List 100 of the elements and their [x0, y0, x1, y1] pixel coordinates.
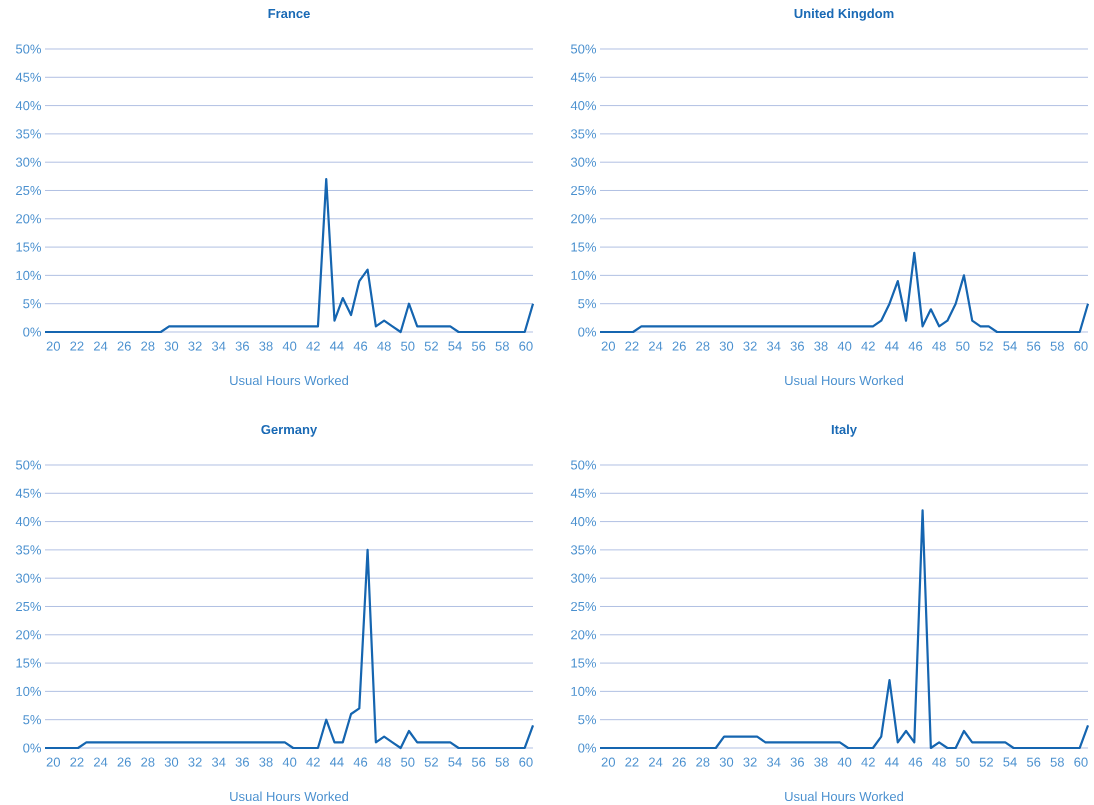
- y-tick-label: 15%: [16, 242, 42, 252]
- x-tick-label: 40: [282, 341, 297, 351]
- y-tick-label: 10%: [571, 270, 597, 280]
- y-tick-label: 45%: [570, 72, 597, 82]
- y-tick-label: 0%: [578, 327, 597, 337]
- y-tick-label: 40%: [570, 516, 597, 527]
- y-tick-label: 15%: [16, 658, 42, 668]
- y-tick-label: 25%: [571, 185, 597, 196]
- x-tick-label: 44: [884, 757, 899, 767]
- x-tick-label: 24: [648, 341, 663, 351]
- x-tick-label: 46: [908, 757, 923, 767]
- x-tick-label: 46: [353, 341, 368, 351]
- chart-title: Germany: [261, 424, 318, 437]
- x-tick-label: 60: [1074, 341, 1088, 351]
- x-tick-label: 30: [164, 341, 179, 351]
- x-tick-label: 54: [1003, 341, 1017, 351]
- x-axis-title: Usual Hours Worked: [230, 791, 349, 802]
- y-tick-label: 5%: [23, 715, 42, 725]
- x-tick-label: 54: [448, 757, 462, 767]
- x-tick-label: 22: [625, 757, 639, 767]
- y-tick-label: 25%: [571, 601, 597, 612]
- x-tick-label: 54: [1003, 757, 1017, 767]
- x-tick-label: 60: [519, 341, 533, 351]
- y-tick-label: 10%: [16, 270, 42, 280]
- x-tick-label: 38: [814, 757, 828, 767]
- x-tick-label: 42: [306, 341, 320, 351]
- y-tick-label: 20%: [571, 214, 597, 224]
- x-tick-label: 34: [766, 757, 781, 767]
- y-tick-label: 0%: [23, 327, 42, 337]
- x-axis-title: Usual Hours Worked: [230, 375, 349, 386]
- x-tick-label: 38: [814, 341, 828, 351]
- chart-title: France: [268, 9, 310, 19]
- x-tick-label: 36: [790, 341, 804, 351]
- y-tick-label: 30%: [15, 157, 42, 167]
- x-tick-label: 24: [93, 341, 108, 351]
- y-tick-label: 15%: [571, 658, 597, 668]
- y-tick-label: 30%: [570, 157, 597, 167]
- x-tick-label: 28: [696, 341, 710, 351]
- x-tick-label: 42: [861, 341, 875, 351]
- x-tick-label: 56: [471, 341, 486, 351]
- x-tick-label: 44: [329, 341, 344, 351]
- y-tick-label: 20%: [16, 630, 42, 640]
- y-tick-label: 40%: [15, 516, 42, 527]
- y-tick-label: 20%: [16, 214, 42, 224]
- x-tick-label: 40: [282, 757, 297, 767]
- y-tick-label: 50%: [570, 44, 597, 54]
- x-tick-label: 24: [648, 757, 663, 767]
- y-tick-label: 5%: [23, 299, 42, 309]
- x-tick-label: 50: [956, 341, 970, 351]
- x-tick-label: 26: [672, 341, 686, 351]
- y-tick-label: 20%: [571, 630, 597, 640]
- y-tick-label: 45%: [570, 488, 597, 498]
- x-tick-label: 22: [70, 341, 84, 351]
- y-tick-label: 10%: [16, 686, 42, 696]
- chart-title: United Kingdom: [794, 8, 894, 21]
- y-tick-label: 15%: [571, 242, 597, 252]
- x-tick-label: 24: [93, 757, 108, 767]
- x-tick-label: 52: [424, 757, 438, 767]
- x-tick-label: 48: [932, 341, 946, 351]
- x-tick-label: 50: [401, 341, 415, 351]
- y-tick-label: 50%: [570, 460, 597, 470]
- y-tick-label: 35%: [15, 545, 42, 555]
- x-tick-label: 38: [259, 341, 273, 351]
- y-tick-label: 50%: [15, 460, 42, 470]
- x-tick-label: 40: [837, 757, 852, 767]
- y-tick-label: 25%: [16, 601, 42, 612]
- x-tick-label: 58: [1050, 757, 1064, 767]
- x-tick-label: 32: [188, 341, 202, 351]
- x-tick-label: 52: [979, 341, 993, 351]
- x-tick-label: 34: [211, 341, 226, 351]
- x-tick-label: 20: [46, 757, 61, 767]
- x-tick-label: 26: [117, 757, 131, 767]
- x-tick-label: 52: [424, 341, 438, 351]
- x-tick-label: 56: [471, 757, 486, 767]
- x-tick-label: 58: [495, 757, 509, 767]
- x-tick-label: 56: [1026, 757, 1041, 767]
- chart-title: Italy: [831, 424, 857, 437]
- x-tick-label: 44: [884, 341, 899, 351]
- x-tick-label: 26: [672, 757, 686, 767]
- y-tick-label: 0%: [578, 743, 597, 753]
- x-tick-label: 22: [625, 341, 639, 351]
- x-tick-label: 50: [401, 757, 415, 767]
- x-tick-label: 44: [329, 757, 344, 767]
- x-tick-label: 32: [743, 757, 757, 767]
- x-axis-title: Usual Hours Worked: [785, 791, 904, 802]
- y-tick-label: 30%: [570, 573, 597, 583]
- y-tick-label: 50%: [15, 44, 42, 54]
- x-tick-label: 22: [70, 757, 84, 767]
- x-tick-label: 60: [519, 757, 533, 767]
- x-tick-label: 34: [766, 341, 781, 351]
- x-tick-label: 28: [696, 757, 710, 767]
- x-tick-label: 30: [719, 341, 734, 351]
- x-tick-label: 50: [956, 757, 970, 767]
- y-tick-label: 30%: [15, 573, 42, 583]
- y-tick-label: 40%: [15, 100, 42, 111]
- y-tick-label: 40%: [570, 100, 597, 111]
- x-tick-label: 46: [353, 757, 368, 767]
- x-tick-label: 36: [235, 757, 249, 767]
- x-tick-label: 28: [141, 757, 155, 767]
- x-tick-label: 36: [790, 757, 804, 767]
